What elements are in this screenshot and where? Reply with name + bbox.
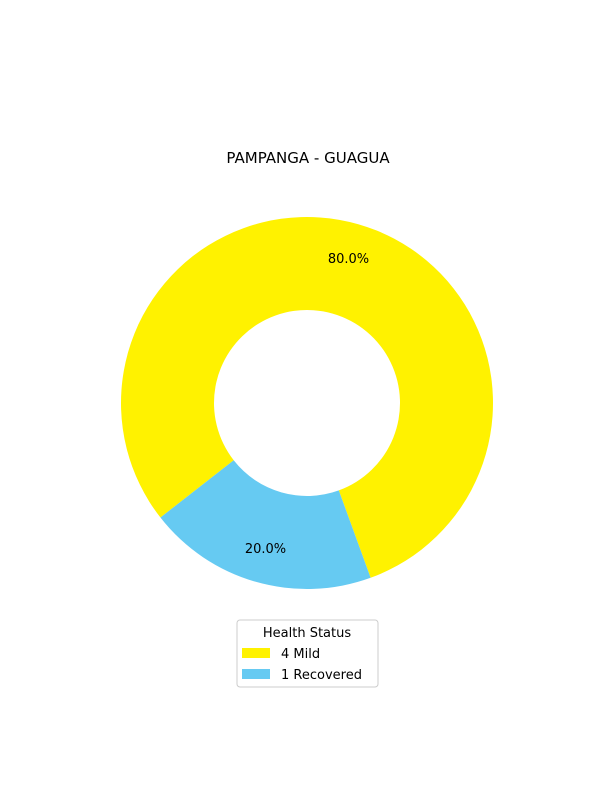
legend-frame: [236, 619, 379, 688]
legend-entries: 4 Mild 1 Recovered: [242, 647, 362, 683]
slice-label-recovered: 20.0%: [245, 542, 286, 557]
chart-title: PAMPANGA - GUAGUA: [226, 149, 390, 167]
slice-labels-group: 80.0% 20.0%: [245, 252, 369, 557]
legend-label-mild: 4 Mild: [281, 647, 320, 662]
slices-group: [120, 216, 493, 589]
slice-mild: [120, 216, 493, 578]
legend: Health Status 4 Mild 1 Recovered: [236, 619, 379, 688]
legend-swatch-mild: [242, 648, 270, 658]
legend-label-recovered: 1 Recovered: [281, 668, 362, 683]
legend-title: Health Status: [263, 626, 351, 641]
legend-swatch-recovered: [242, 669, 270, 679]
slice-label-mild: 80.0%: [328, 252, 369, 267]
slice-recovered: [160, 460, 371, 589]
